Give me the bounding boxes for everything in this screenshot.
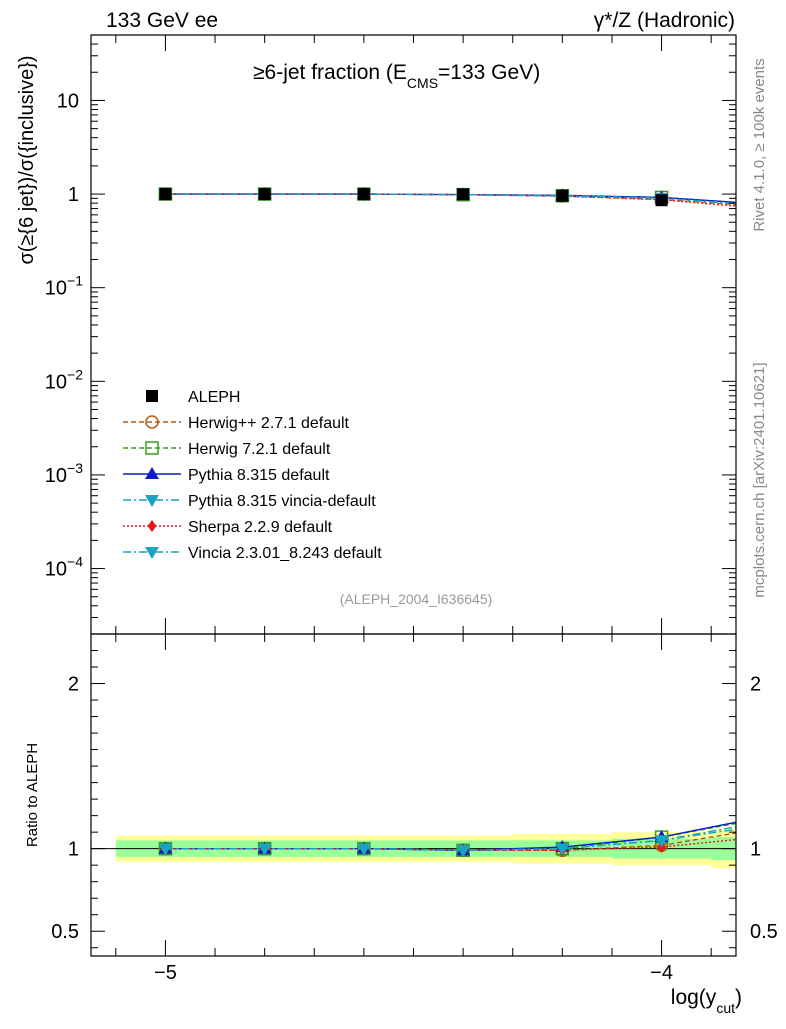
y-tick-label: 10−2 <box>45 366 83 393</box>
mcplots-label: mcplots.cern.ch [arXiv:2401.10621] <box>751 362 768 597</box>
series-point-ratio <box>158 843 173 856</box>
legend-label: Sherpa 2.2.9 default <box>188 519 333 536</box>
ratio-panel: −5−4−322110.50.5 <box>51 633 778 984</box>
legend-item: Herwig 7.2.1 default <box>123 441 331 458</box>
data-point-aleph <box>457 188 470 201</box>
chart-title: ≥6-jet fraction (ECMS=133 GeV) <box>253 61 540 91</box>
ratio-y-tick-label-right: 0.5 <box>750 921 778 943</box>
ratio-y-axis-label: Ratio to ALEPH <box>24 743 41 847</box>
data-point-aleph <box>258 188 271 201</box>
data-point-aleph <box>655 194 668 207</box>
ratio-y-tick-label-right: 2 <box>750 674 761 696</box>
data-point-aleph <box>556 189 569 202</box>
y-tick-label: 10 <box>57 90 79 112</box>
legend-label: Herwig 7.2.1 default <box>188 441 331 458</box>
legend-marker <box>146 390 158 402</box>
legend-marker <box>145 495 159 507</box>
legend-marker <box>145 441 159 455</box>
ratio-y-tick-label: 2 <box>68 674 79 696</box>
legend-item: Pythia 8.315 vincia-default <box>123 493 376 510</box>
ratio-y-tick-label-right: 1 <box>750 839 761 861</box>
series-line-ratio <box>165 826 736 852</box>
legend-item: Vincia 2.3.01_8.243 default <box>123 545 382 562</box>
x-axis-label: log(ycut) <box>671 986 742 1016</box>
legend-item: Sherpa 2.2.9 default <box>123 519 333 536</box>
legend-marker <box>145 547 159 559</box>
legend: ALEPH Herwig++ 2.7.1 default Herwig 7.2.1 … <box>123 389 382 562</box>
legend-item: ALEPH <box>146 389 240 406</box>
series-point-ratio <box>654 835 669 848</box>
series-point-ratio <box>555 843 570 856</box>
data-point-aleph <box>159 188 172 201</box>
series-line-main <box>165 193 736 204</box>
legend-item: Herwig++ 2.7.1 default <box>123 415 350 432</box>
ratio-y-tick-label: 1 <box>68 839 79 861</box>
rivet-label: Rivet 4.1.0, ≥ 100k events <box>751 58 768 231</box>
legend-label: Herwig++ 2.7.1 default <box>188 415 350 432</box>
legend-label: ALEPH <box>188 389 240 406</box>
y-tick-label: 10−1 <box>45 273 83 300</box>
header-right: γ*/Z (Hadronic) <box>594 9 735 32</box>
data-point-aleph <box>357 188 370 201</box>
series-point-ratio <box>456 845 471 858</box>
y-tick-label: 1 <box>68 184 79 206</box>
legend-item: Pythia 8.315 default <box>123 467 330 484</box>
legend-marker <box>147 520 157 532</box>
x-tick-label: −4 <box>650 962 673 984</box>
legend-marker <box>145 467 159 479</box>
legend-marker <box>145 415 159 429</box>
legend-label: Vincia 2.3.01_8.243 default <box>188 545 382 562</box>
series-point-ratio <box>356 843 371 856</box>
y-tick-label: 10−4 <box>45 554 83 581</box>
analysis-id: (ALEPH_2004_I636645) <box>340 591 493 607</box>
x-tick-label: −5 <box>154 962 177 984</box>
legend-label: Pythia 8.315 default <box>188 467 330 484</box>
legend-label: Pythia 8.315 vincia-default <box>188 493 376 510</box>
y-tick-label: 10−3 <box>45 460 83 487</box>
y-axis-label: σ(≥{6 jet})/σ({inclusive}) <box>16 55 38 264</box>
series-point-ratio <box>257 843 272 856</box>
header-left: 133 GeV ee <box>106 9 218 32</box>
ratio-y-tick-label: 0.5 <box>51 921 79 943</box>
